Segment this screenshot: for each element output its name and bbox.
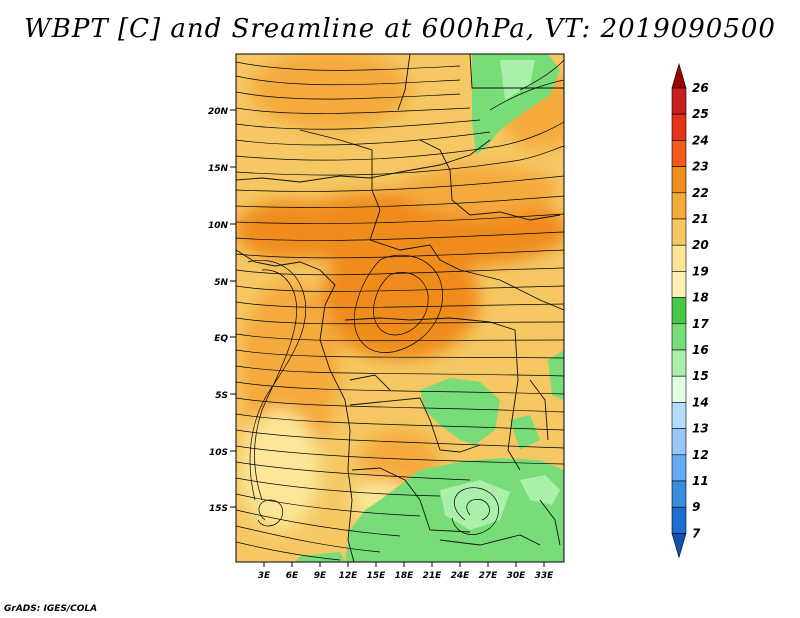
lat-label: 5N [214, 278, 228, 288]
colorbar-label: 24 [692, 133, 709, 147]
colorbar-label: 7 [692, 526, 701, 540]
lon-label: 12E [339, 571, 359, 581]
colorbar-label: 22 [692, 186, 709, 200]
colorbar-swatch [671, 166, 687, 194]
colorbar-swatch [671, 323, 687, 351]
lon-label: 3E [258, 571, 271, 581]
shaded-field [236, 54, 564, 562]
lat-axis: 20N 15N 10N 5N EQ 5S 10S 15S [208, 107, 236, 514]
streamlines [236, 59, 564, 561]
colorbar-label: 11 [692, 474, 709, 488]
colorbar-swatch [671, 375, 687, 403]
lat-label: 10S [209, 448, 228, 458]
colorbar-arrow-bottom [671, 533, 687, 559]
colorbar-label: 12 [692, 448, 709, 462]
lat-label: 10N [208, 221, 229, 231]
lon-label: 9E [314, 571, 327, 581]
colorbar-label: 9 [692, 500, 700, 514]
lon-label: 33E [535, 571, 555, 581]
lat-label: 20N [208, 107, 229, 117]
colorbar-label: 23 [692, 160, 709, 174]
colorbar-label: 13 [692, 422, 709, 436]
colorbar-swatch [671, 454, 687, 482]
lon-label: 15E [367, 571, 387, 581]
colorbar-swatch [671, 480, 687, 508]
lon-axis: 3E 6E 9E 12E 15E 18E 21E 24E 27E 30E 33E [258, 562, 554, 581]
colorbar-label: 16 [692, 343, 709, 357]
colorbar-swatch [671, 402, 687, 429]
colorbar-swatch [671, 87, 687, 115]
cool-region [295, 54, 564, 562]
colorbar-label: 15 [692, 369, 709, 383]
lon-label: 18E [395, 571, 415, 581]
lon-label: 30E [507, 571, 527, 581]
country-boundaries [236, 54, 564, 562]
lat-label: 15S [209, 504, 228, 514]
colorbar-swatch [671, 244, 687, 272]
colorbar-label: 17 [692, 317, 709, 331]
colorbar-arrow-top [671, 62, 687, 89]
colorbar-swatch [671, 506, 687, 534]
colorbar-swatch [671, 192, 687, 220]
colorbar-swatch [671, 271, 687, 298]
map-title: WBPT [C] and Sreamline at 600hPa, VT: 20… [24, 14, 776, 44]
colorbar-label: 20 [692, 238, 709, 252]
lat-label: EQ [214, 334, 228, 344]
lon-label: 24E [451, 571, 471, 581]
colorbar-label: 26 [692, 81, 709, 95]
colorbar-label: 25 [692, 107, 709, 121]
colorbar-swatch [671, 349, 687, 377]
lon-label: 21E [423, 571, 443, 581]
colorbar-swatch [671, 297, 687, 325]
lon-label: 6E [286, 571, 299, 581]
colorbar-swatch [671, 428, 687, 456]
colorbar-label: 21 [692, 212, 709, 226]
lat-label: 5S [215, 391, 228, 401]
colorbar: 26 25 24 23 22 21 20 19 18 17 16 15 14 13 12 11 9 7 [671, 62, 709, 559]
lon-label: 27E [479, 571, 499, 581]
lat-label: 15N [208, 164, 229, 174]
colorbar-swatch [671, 140, 687, 167]
map-frame [235, 53, 565, 563]
colorbar-label: 14 [692, 395, 709, 409]
credit-text: GrADS: IGES/COLA [4, 604, 98, 614]
colorbar-label: 18 [692, 291, 709, 305]
colorbar-label: 19 [692, 264, 709, 278]
colorbar-swatch [671, 113, 687, 141]
colorbar-swatch [671, 218, 687, 246]
